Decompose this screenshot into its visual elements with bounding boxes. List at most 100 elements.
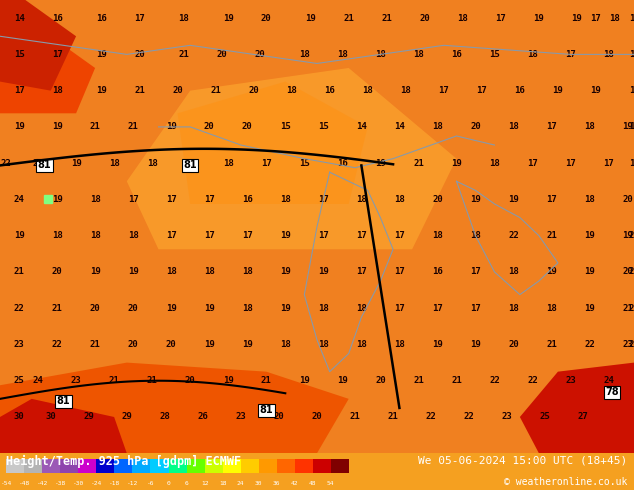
Text: 17: 17 <box>394 304 404 313</box>
Text: 15: 15 <box>318 122 328 131</box>
Text: 17: 17 <box>432 304 443 313</box>
Text: 21: 21 <box>344 14 354 23</box>
Text: 20: 20 <box>375 376 385 385</box>
Text: 16: 16 <box>52 14 62 23</box>
Text: 81: 81 <box>183 160 197 171</box>
Text: 20: 20 <box>242 122 252 131</box>
Text: 17: 17 <box>547 195 557 204</box>
Text: 18: 18 <box>413 50 424 59</box>
Polygon shape <box>0 399 127 453</box>
Text: -42: -42 <box>37 481 48 486</box>
Text: 16: 16 <box>325 86 335 95</box>
Text: 12: 12 <box>201 481 209 486</box>
Text: 22: 22 <box>508 231 519 240</box>
Text: 18: 18 <box>299 50 309 59</box>
Text: 16: 16 <box>242 195 252 204</box>
Text: 20: 20 <box>629 231 634 240</box>
Text: We 05-06-2024 15:00 UTC (18+45): We 05-06-2024 15:00 UTC (18+45) <box>418 455 628 465</box>
Text: 19: 19 <box>318 268 328 276</box>
Text: 18: 18 <box>318 340 328 349</box>
Polygon shape <box>178 82 368 204</box>
Text: 19: 19 <box>585 268 595 276</box>
Bar <box>295 459 313 473</box>
Text: 19: 19 <box>223 14 233 23</box>
Text: 19: 19 <box>585 304 595 313</box>
Polygon shape <box>0 363 349 453</box>
Text: 17: 17 <box>496 14 506 23</box>
Text: 19: 19 <box>629 159 634 168</box>
Text: 19: 19 <box>52 195 62 204</box>
Text: 19: 19 <box>52 122 62 131</box>
Polygon shape <box>0 23 95 113</box>
Text: 18: 18 <box>128 231 138 240</box>
Text: 21: 21 <box>109 376 119 385</box>
Text: 19: 19 <box>585 231 595 240</box>
Text: 81: 81 <box>259 405 273 415</box>
Text: 18: 18 <box>432 122 443 131</box>
Text: 17: 17 <box>242 231 252 240</box>
Text: 18: 18 <box>90 231 100 240</box>
Text: 20: 20 <box>134 50 145 59</box>
Text: 22: 22 <box>489 376 500 385</box>
Bar <box>42 459 60 473</box>
Bar <box>115 459 133 473</box>
Text: 19: 19 <box>96 50 107 59</box>
Text: 18: 18 <box>585 195 595 204</box>
Bar <box>223 459 240 473</box>
Text: 20: 20 <box>166 340 176 349</box>
Text: 17: 17 <box>547 122 557 131</box>
Text: 17: 17 <box>527 159 538 168</box>
Text: 42: 42 <box>291 481 299 486</box>
Text: 19: 19 <box>14 122 24 131</box>
Text: 20: 20 <box>261 14 271 23</box>
Text: 19: 19 <box>375 159 385 168</box>
Text: 16: 16 <box>515 86 525 95</box>
Text: 19: 19 <box>299 376 309 385</box>
Text: 22: 22 <box>585 340 595 349</box>
Text: 17: 17 <box>52 50 62 59</box>
Text: 19: 19 <box>623 231 633 240</box>
Text: 18: 18 <box>604 50 614 59</box>
Text: 21: 21 <box>388 413 398 421</box>
Text: 17: 17 <box>318 231 328 240</box>
Text: 17: 17 <box>261 159 271 168</box>
Text: 17: 17 <box>470 268 481 276</box>
Text: 18: 18 <box>527 50 538 59</box>
Text: 17: 17 <box>629 14 634 23</box>
Text: -12: -12 <box>127 481 138 486</box>
Text: 17: 17 <box>128 195 138 204</box>
Text: 20: 20 <box>420 14 430 23</box>
Text: 18: 18 <box>337 50 347 59</box>
Polygon shape <box>0 385 139 453</box>
Text: 30: 30 <box>255 481 262 486</box>
Text: 17: 17 <box>394 231 404 240</box>
Text: 21: 21 <box>128 122 138 131</box>
Text: 19: 19 <box>166 304 176 313</box>
Text: 20: 20 <box>204 122 214 131</box>
Text: 20: 20 <box>128 304 138 313</box>
Text: 23: 23 <box>33 159 43 168</box>
Text: 19: 19 <box>280 268 290 276</box>
Text: 18: 18 <box>223 159 233 168</box>
Text: 21: 21 <box>90 122 100 131</box>
Text: 18: 18 <box>394 340 404 349</box>
Text: 20: 20 <box>217 50 227 59</box>
Text: 17: 17 <box>439 86 449 95</box>
Text: 20: 20 <box>52 268 62 276</box>
Text: -6: -6 <box>146 481 154 486</box>
Text: 18: 18 <box>90 195 100 204</box>
Text: -18: -18 <box>109 481 120 486</box>
Text: -30: -30 <box>73 481 84 486</box>
Text: -24: -24 <box>91 481 102 486</box>
Text: 26: 26 <box>198 413 208 421</box>
Bar <box>313 459 331 473</box>
Text: 18: 18 <box>242 268 252 276</box>
Text: 20: 20 <box>432 195 443 204</box>
Bar <box>205 459 223 473</box>
Text: 21: 21 <box>261 376 271 385</box>
Text: 21: 21 <box>179 50 189 59</box>
Text: 19: 19 <box>96 86 107 95</box>
Text: 19: 19 <box>280 304 290 313</box>
Text: 0: 0 <box>167 481 171 486</box>
Text: 20: 20 <box>185 376 195 385</box>
